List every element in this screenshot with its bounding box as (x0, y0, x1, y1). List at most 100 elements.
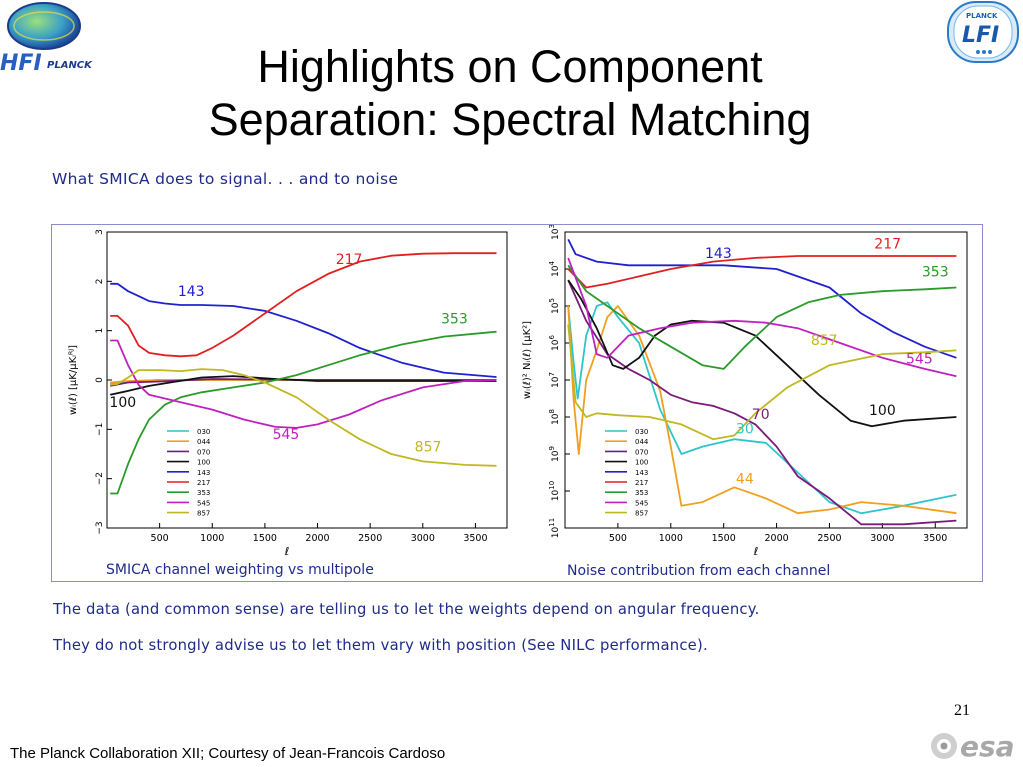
right-series-143 (567, 238, 957, 359)
left-legend-label-030: 030 (197, 428, 210, 436)
right-annotation-143: 143 (705, 246, 732, 262)
figure-panel: −3 −2 −1 0 1 2 3 500 1000 1500 2000 2500 3000 3500 ℓ wᵢ… (51, 224, 983, 582)
footer-credit: The Planck Collaboration XII; Courtesy o… (10, 745, 446, 762)
right-annotation-44: 44 (736, 472, 754, 488)
right-y-tick-exponent: 8 (548, 409, 556, 413)
left-annotation-100: 100 (109, 395, 136, 411)
left-annotation-353: 353 (441, 311, 468, 327)
left-y-tick-label: −1 (95, 423, 105, 436)
right-annotation-217: 217 (874, 237, 901, 253)
left-x-tick-label: 3500 (463, 533, 487, 544)
right-annotation-100: 100 (869, 403, 896, 419)
slide-title-line1: Highlights on Component (257, 41, 763, 92)
right-y-tick-exponent: 11 (548, 518, 556, 527)
right-x-axis-label: ℓ (753, 545, 759, 558)
right-legend-label-030: 030 (635, 428, 648, 436)
right-y-tick-exponent: 4 (548, 261, 556, 266)
left-x-tick-label: 2000 (305, 533, 329, 544)
right-annotation-857: 857 (811, 333, 838, 349)
left-legend-label-100: 100 (197, 459, 210, 467)
lfi-planck-text: PLANCK (966, 12, 998, 20)
esa-logo-text: esa (960, 730, 1015, 763)
left-legend-label-857: 857 (197, 510, 210, 518)
left-x-tick-label: 1500 (253, 533, 277, 544)
lfi-planck-logo: PLANCK LFI (947, 1, 1019, 63)
right-series-100 (567, 279, 957, 428)
left-legend-label-070: 070 (197, 448, 210, 456)
left-x-tick-label: 3000 (411, 533, 435, 544)
left-series-353 (110, 330, 497, 495)
right-annotation-353: 353 (922, 264, 949, 280)
hfi-logo-text: HFI (0, 51, 42, 76)
left-annotation-857: 857 (415, 440, 442, 456)
left-annotation-143: 143 (178, 284, 205, 300)
right-y-tick-exponent: 9 (548, 446, 556, 450)
right-y-tick-label: 108 (548, 409, 561, 425)
right-x-tick-label: 3500 (923, 533, 947, 544)
slide-title-line2: Separation: Spectral Matching (208, 94, 812, 146)
right-legend-label-857: 857 (635, 510, 648, 518)
lfi-logo-text: LFI (962, 23, 999, 48)
right-series-857 (567, 324, 957, 441)
right-annotation-545: 545 (906, 351, 933, 367)
right-annotation-70: 70 (752, 407, 770, 423)
body-text-line1: The data (and common sense) are telling … (53, 601, 760, 618)
right-series-070 (567, 279, 957, 526)
right-y-axis-label: wᵢ(ℓ)² Nᵢ(ℓ) [μK²] (522, 321, 533, 399)
left-y-tick-label: 3 (95, 229, 105, 235)
right-legend-label-217: 217 (635, 479, 648, 487)
right-x-tick-label: 3000 (870, 533, 894, 544)
left-y-tick-label: −2 (95, 472, 105, 485)
left-series-217 (110, 252, 497, 358)
right-legend-label-100: 100 (635, 459, 648, 467)
right-y-tick-label: 1010 (548, 481, 561, 501)
right-x-tick-label: 1000 (659, 533, 683, 544)
left-y-tick-label: 2 (95, 278, 105, 284)
left-chart-caption: SMICA channel weighting vs multipole (106, 562, 374, 578)
left-x-axis-label: ℓ (284, 545, 290, 558)
right-series-353 (567, 264, 957, 370)
right-legend-label-545: 545 (635, 499, 648, 507)
left-series-143 (110, 282, 497, 378)
right-y-tick-label: 109 (548, 446, 561, 462)
left-annotation-217: 217 (336, 252, 363, 268)
figure-heading: What SMICA does to signal. . . and to no… (52, 170, 399, 188)
left-y-tick-label: −3 (95, 521, 105, 534)
right-plot-frame (564, 231, 968, 529)
left-y-axis-label: wᵢ(ℓ) [μK/μKᵢᴿᴶ] (68, 345, 79, 415)
right-legend-label-070: 070 (635, 448, 648, 456)
right-series-030 (567, 301, 957, 515)
right-chart-caption: Noise contribution from each channel (567, 563, 831, 579)
right-y-tick-exponent: 10 (548, 481, 556, 490)
esa-logo: esa (931, 730, 1015, 763)
left-x-tick-label: 500 (151, 533, 169, 544)
right-legend-label-143: 143 (635, 469, 648, 477)
right-series-217 (567, 255, 957, 289)
right-y-tick-exponent: 5 (548, 298, 556, 302)
left-series-857 (110, 368, 497, 467)
left-annotation-545: 545 (273, 427, 300, 443)
right-y-tick-label: 106 (548, 335, 561, 351)
right-y-tick-label: 107 (548, 372, 561, 388)
right-y-tick-exponent: 3 (548, 225, 556, 229)
slide-title: Highlights on Component Separation: Spec… (100, 40, 920, 146)
right-y-tick-label: 104 (548, 261, 561, 277)
right-y-tick-label: 105 (548, 298, 561, 314)
right-y-tick-label: 103 (548, 225, 561, 240)
left-legend-label-044: 044 (197, 438, 211, 446)
right-y-tick-label: 1011 (548, 518, 561, 538)
hfi-planck-logo: HFI PLANCK (0, 2, 93, 76)
left-x-tick-label: 2500 (358, 533, 382, 544)
right-x-tick-label: 500 (609, 533, 627, 544)
planck-logo-text: PLANCK (47, 60, 93, 71)
left-series-545 (110, 339, 497, 429)
right-y-tick-exponent: 6 (548, 335, 556, 340)
right-series-044 (567, 305, 957, 515)
right-x-tick-label: 2000 (764, 533, 788, 544)
body-text-line2: They do not strongly advise us to let th… (53, 637, 708, 654)
left-legend-label-545: 545 (197, 499, 210, 507)
left-legend-label-353: 353 (197, 489, 210, 497)
left-x-tick-label: 1000 (200, 533, 224, 544)
right-legend-label-044: 044 (635, 438, 649, 446)
